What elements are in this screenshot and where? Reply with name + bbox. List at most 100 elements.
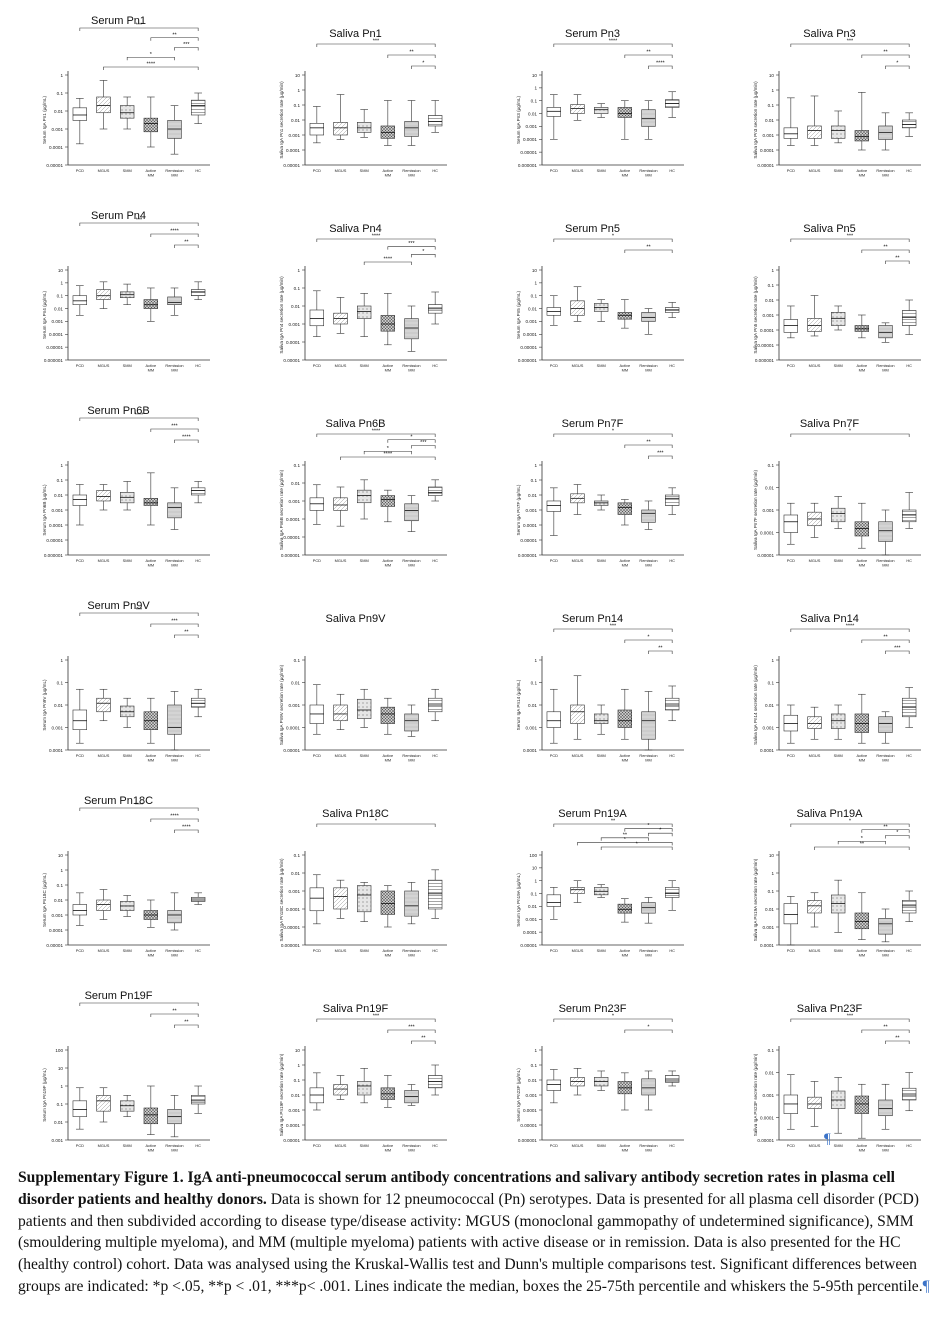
box-group bbox=[96, 889, 111, 920]
box bbox=[309, 309, 324, 327]
x-tick-label: Remission bbox=[639, 363, 657, 368]
box-group bbox=[72, 688, 87, 744]
chart-panel: Serum Pn23F 1 0.1 0.01 0.001 0.0001 0.00001 0.0… bbox=[474, 975, 711, 1168]
box-group bbox=[191, 281, 206, 300]
box bbox=[357, 489, 372, 504]
y-tick-label: 0.001 bbox=[763, 508, 775, 513]
x-tick-label: MM bbox=[622, 368, 628, 373]
significance-bracket bbox=[577, 842, 673, 846]
y-tick-label: 0.01 bbox=[765, 118, 774, 123]
box bbox=[380, 315, 395, 332]
significance-bracket bbox=[885, 650, 910, 654]
x-tick-label: MM bbox=[148, 173, 154, 178]
box bbox=[546, 500, 561, 512]
significance-stars: * bbox=[861, 836, 864, 842]
significance-bracket bbox=[553, 433, 673, 437]
y-tick-label: 1 bbox=[534, 879, 537, 884]
significance-stars: **** bbox=[182, 825, 191, 831]
chart-panel: Serum Pn4 10 1 0.1 0.01 0.001 0.0001 0.00001 0.0… bbox=[0, 195, 237, 388]
chart-panel: Saliva Pn6B 0.1 0.01 0.001 0.0001 0.00001 0.00… bbox=[237, 390, 474, 583]
y-tick-label: 0.1 bbox=[531, 99, 538, 104]
significance-stars: * bbox=[612, 1014, 615, 1020]
box-group bbox=[854, 693, 869, 744]
y-tick-label: 0.01 bbox=[54, 703, 63, 708]
x-tick-label: PCD bbox=[550, 168, 558, 173]
y-tick-label: 0.0001 bbox=[49, 523, 63, 528]
box-group bbox=[309, 874, 324, 925]
chart-plot: 1 0.1 0.01 0.001 0.0001 0.00001 0.000001 Saliva… bbox=[753, 234, 921, 373]
x-tick-label: Active bbox=[620, 168, 631, 173]
box-group bbox=[309, 106, 324, 144]
significance-bracket bbox=[885, 1040, 910, 1044]
significance-stars: **** bbox=[384, 452, 393, 458]
y-tick-label: 0.0001 bbox=[523, 930, 537, 935]
significance-bracket bbox=[150, 818, 199, 822]
chart-plot: 10 1 0.1 0.01 0.001 0.0001 0.00001 Serum IgA Pn… bbox=[42, 803, 210, 958]
box bbox=[807, 716, 822, 729]
chart-title: Serum Pn1 bbox=[90, 15, 147, 27]
box bbox=[902, 1087, 917, 1101]
chart-panel: Serum Pn14 1 0.1 0.01 0.001 0.0001 Serum IgA P… bbox=[474, 585, 711, 778]
significance-stars: **** bbox=[135, 803, 144, 809]
box-group bbox=[854, 314, 869, 339]
y-axis-label: Saliva IgA Pn7F secretion rate (μg/min) bbox=[753, 470, 758, 550]
box-group bbox=[120, 895, 135, 917]
y-tick-label: 0.000001 bbox=[44, 358, 64, 363]
box bbox=[333, 497, 348, 511]
y-tick-label: 0.1 bbox=[57, 680, 64, 685]
box-group bbox=[96, 484, 111, 511]
box-group bbox=[878, 711, 893, 744]
box bbox=[120, 105, 135, 119]
box bbox=[641, 312, 656, 322]
x-tick-label: PCD bbox=[313, 948, 321, 953]
x-tick-label: MM bbox=[882, 368, 888, 373]
x-tick-label: MGUS bbox=[572, 1143, 584, 1148]
x-tick-label: MM bbox=[645, 563, 651, 568]
y-tick-label: 0.1 bbox=[768, 680, 775, 685]
x-tick-label: Active bbox=[146, 948, 157, 953]
y-tick-label: 0.0001 bbox=[760, 328, 774, 333]
box-group bbox=[167, 1095, 182, 1138]
x-tick-label: Active bbox=[383, 948, 394, 953]
y-tick-label: 0.1 bbox=[294, 103, 301, 108]
chart-title: Saliva Pn18C bbox=[322, 808, 389, 820]
box-group bbox=[120, 283, 135, 306]
box bbox=[617, 903, 632, 914]
box-group bbox=[309, 290, 324, 337]
x-tick-label: PCD bbox=[76, 363, 84, 368]
significance-bracket bbox=[387, 246, 436, 250]
x-tick-label: MM bbox=[882, 1148, 888, 1153]
x-tick-label: SMM bbox=[834, 558, 843, 563]
y-tick-label: 0.01 bbox=[528, 111, 537, 116]
y-tick-label: 0.00001 bbox=[520, 943, 537, 948]
box-group bbox=[570, 1068, 585, 1096]
y-tick-label: 0.01 bbox=[291, 871, 300, 876]
box bbox=[902, 900, 917, 914]
box bbox=[807, 318, 822, 332]
y-tick-label: 0.0001 bbox=[523, 523, 537, 528]
box-group bbox=[641, 1070, 656, 1111]
x-tick-label: HC bbox=[195, 1143, 201, 1148]
chart-plot: 10 1 0.1 0.01 0.001 0.0001 0.00001 0.000001 Seru… bbox=[42, 218, 210, 373]
significance-bracket bbox=[79, 1002, 199, 1006]
box-group bbox=[878, 112, 893, 151]
chart-plot: 1 0.1 0.01 0.001 0.0001 0.00001 0.000001 Serum … bbox=[42, 413, 210, 568]
significance-bracket bbox=[340, 456, 436, 460]
box bbox=[380, 495, 395, 507]
significance-bracket bbox=[648, 832, 673, 837]
y-tick-label: 10 bbox=[58, 1066, 64, 1071]
x-tick-label: Active bbox=[383, 753, 394, 758]
box-group bbox=[333, 693, 348, 730]
box-group bbox=[428, 479, 443, 502]
y-tick-label: 0.01 bbox=[291, 304, 300, 309]
x-tick-label: MM bbox=[645, 173, 651, 178]
y-tick-label: 0.00001 bbox=[757, 163, 774, 168]
box bbox=[357, 698, 372, 719]
box bbox=[665, 697, 680, 711]
y-tick-label: 0.001 bbox=[52, 913, 64, 918]
y-tick-label: 1 bbox=[534, 281, 537, 286]
x-tick-label: Active bbox=[857, 363, 868, 368]
y-tick-label: 0.1 bbox=[768, 889, 775, 894]
significance-bracket bbox=[316, 43, 436, 47]
box-group bbox=[783, 704, 798, 744]
